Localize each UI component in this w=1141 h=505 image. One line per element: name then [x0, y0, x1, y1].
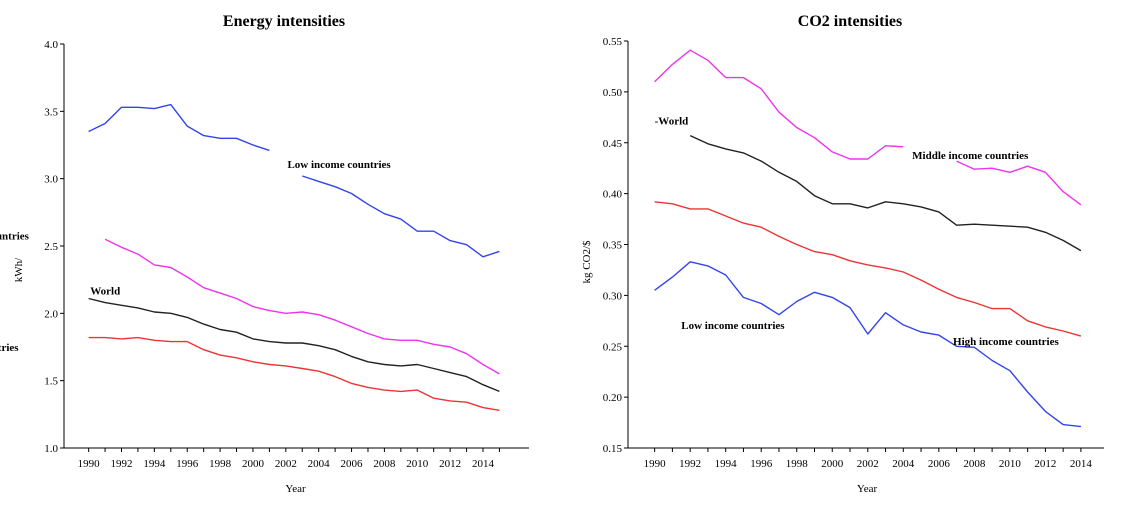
x-tick-label: 1992: [679, 458, 701, 470]
x-tick-label: 1992: [111, 458, 133, 470]
chart-co2: CO2 intensities 0.15 0.20 0.25 0.30 0.35 0.40 0…: [581, 13, 1104, 495]
y-tick-label: 0.15: [603, 443, 623, 455]
x-axis-label: Year: [857, 483, 878, 495]
series-line-world: [88, 297, 500, 393]
x-tick-label: 2000: [242, 458, 265, 470]
series-line-middle-income-countries: [654, 49, 1082, 206]
x-tick-label: 2000: [821, 458, 844, 470]
chart-energy: Energy intensities 1.0 1.5 2.0 2.5 3.0 3.5 4.0 1…: [0, 13, 529, 495]
x-tick-label: 2012: [439, 458, 461, 470]
x-tick-label: 1996: [750, 458, 773, 470]
x-tick-label: 2006: [341, 458, 364, 470]
series-annotation: Low income countries: [287, 159, 391, 171]
x-tick-label: 1996: [176, 458, 199, 470]
x-tick-label: 1994: [143, 458, 166, 470]
series-annotation: -World: [655, 115, 689, 127]
series-line-high-income-countries: [88, 336, 500, 411]
y-tick-label: 0.20: [603, 392, 623, 404]
chart-title: Energy intensities: [223, 13, 345, 30]
y-tick-label: 3.5: [44, 106, 58, 118]
y-tick-label: 0.35: [603, 240, 623, 252]
series-annotation: Low income countries: [681, 320, 785, 332]
y-tick-label: 0.30: [603, 290, 623, 302]
series-annotation: Middle income countries: [912, 150, 1029, 162]
x-tick-label: 2002: [275, 458, 297, 470]
series-line-high-income-countries: [654, 201, 1082, 337]
y-tick-label: 1.0: [44, 443, 58, 455]
x-axis-label: Year: [285, 483, 306, 495]
x-tick-label: 2004: [892, 458, 915, 470]
y-tick-label: 0.40: [603, 189, 623, 201]
x-tick-label: 1998: [786, 458, 809, 470]
x-tick-label: 1998: [209, 458, 232, 470]
x-tick-label: 1990: [78, 458, 101, 470]
y-tick-label: 0.25: [603, 341, 623, 353]
y-tick-label: 4.0: [44, 39, 58, 51]
y-tick-label: 3.0: [44, 174, 58, 186]
x-tick-label: 2014: [472, 458, 495, 470]
x-tick-label: 2010: [406, 458, 429, 470]
x-tick-label: 2010: [999, 458, 1022, 470]
series-line-low-income-countries: [654, 261, 1081, 428]
x-tick-label: 2006: [928, 458, 951, 470]
y-tick-label: 2.5: [44, 241, 58, 253]
x-tick-label: 1994: [715, 458, 738, 470]
series-annotation: High income countries: [953, 336, 1059, 348]
x-tick-label: 2004: [308, 458, 331, 470]
x-tick-label: 2014: [1070, 458, 1093, 470]
y-axis-label: kWh/: [13, 257, 25, 282]
y-tick-label: 0.45: [603, 138, 623, 150]
series-line-low-income-countries: [88, 103, 500, 258]
x-tick-label: 2008: [373, 458, 396, 470]
y-tick-label: 1.5: [44, 376, 58, 388]
chart-title: CO2 intensities: [798, 13, 902, 30]
y-axis-label: kg CO2/$: [581, 240, 593, 284]
y-tick-label: 0.55: [603, 36, 623, 48]
series-annotation: High income countries: [0, 342, 19, 354]
x-tick-label: 2012: [1034, 458, 1056, 470]
y-tick-label: 2.0: [44, 308, 58, 320]
x-tick-label: 1990: [644, 458, 667, 470]
y-tick-label: 0.50: [603, 87, 623, 99]
series-annotation: World: [90, 285, 120, 297]
series-line-middle-income-countries: [104, 238, 500, 375]
x-tick-label: 2008: [963, 458, 986, 470]
series-annotation: Middle income countries: [0, 230, 30, 242]
series-line-world: [689, 134, 1082, 252]
x-tick-label: 2002: [857, 458, 879, 470]
